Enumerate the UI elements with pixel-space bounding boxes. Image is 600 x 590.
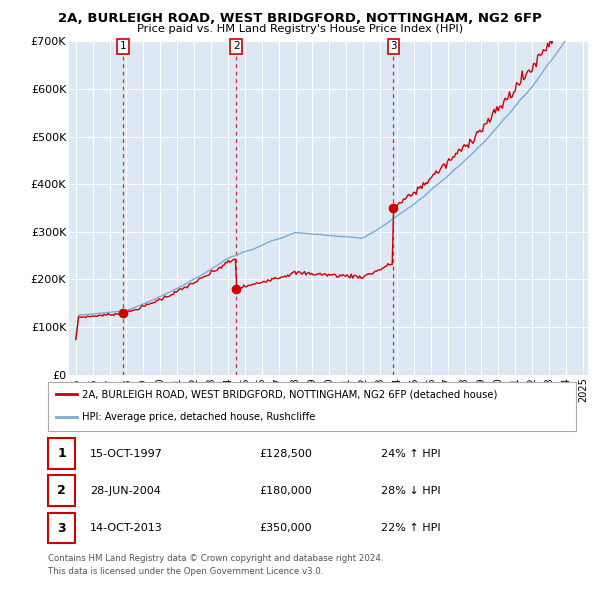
FancyBboxPatch shape xyxy=(48,382,576,431)
Text: 1: 1 xyxy=(58,447,66,460)
Text: 14-OCT-2013: 14-OCT-2013 xyxy=(90,523,163,533)
Text: £180,000: £180,000 xyxy=(259,486,312,496)
Text: 2A, BURLEIGH ROAD, WEST BRIDGFORD, NOTTINGHAM, NG2 6FP: 2A, BURLEIGH ROAD, WEST BRIDGFORD, NOTTI… xyxy=(58,12,542,25)
Text: 1: 1 xyxy=(119,41,126,51)
FancyBboxPatch shape xyxy=(48,438,76,469)
Text: 2: 2 xyxy=(58,484,66,497)
Text: 28% ↓ HPI: 28% ↓ HPI xyxy=(380,486,440,496)
Text: 3: 3 xyxy=(390,41,397,51)
Text: £128,500: £128,500 xyxy=(259,449,312,458)
Text: Price paid vs. HM Land Registry's House Price Index (HPI): Price paid vs. HM Land Registry's House … xyxy=(137,24,463,34)
FancyBboxPatch shape xyxy=(48,476,76,506)
Text: 15-OCT-1997: 15-OCT-1997 xyxy=(90,449,163,458)
Text: Contains HM Land Registry data © Crown copyright and database right 2024.: Contains HM Land Registry data © Crown c… xyxy=(48,554,383,563)
Text: 28-JUN-2004: 28-JUN-2004 xyxy=(90,486,161,496)
Text: 22% ↑ HPI: 22% ↑ HPI xyxy=(380,523,440,533)
Text: 3: 3 xyxy=(58,522,66,535)
Text: 24% ↑ HPI: 24% ↑ HPI xyxy=(380,449,440,458)
Text: 2: 2 xyxy=(233,41,239,51)
FancyBboxPatch shape xyxy=(48,513,76,543)
Text: This data is licensed under the Open Government Licence v3.0.: This data is licensed under the Open Gov… xyxy=(48,567,323,576)
Text: HPI: Average price, detached house, Rushcliffe: HPI: Average price, detached house, Rush… xyxy=(82,412,316,422)
Text: 2A, BURLEIGH ROAD, WEST BRIDGFORD, NOTTINGHAM, NG2 6FP (detached house): 2A, BURLEIGH ROAD, WEST BRIDGFORD, NOTTI… xyxy=(82,389,497,399)
Text: £350,000: £350,000 xyxy=(259,523,312,533)
